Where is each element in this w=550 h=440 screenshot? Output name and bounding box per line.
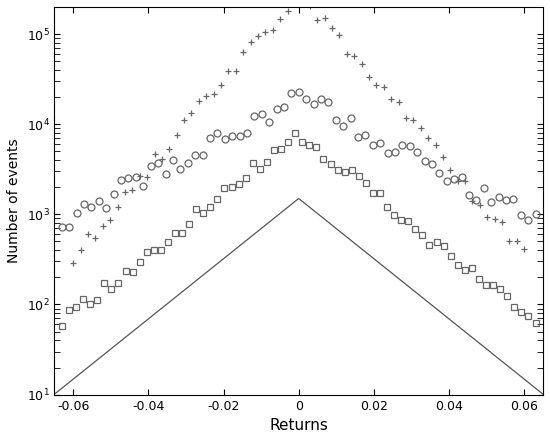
- X-axis label: Returns: Returns: [270, 418, 328, 433]
- Y-axis label: Number of events: Number of events: [7, 139, 21, 263]
